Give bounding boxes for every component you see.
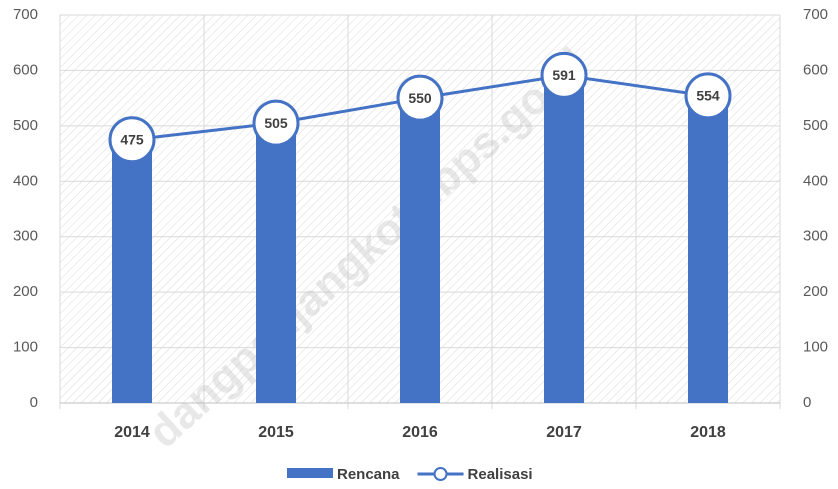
data-label: 591 <box>552 67 576 83</box>
y-tick-label: 300 <box>13 228 38 245</box>
y2-tick-label: 400 <box>803 172 828 189</box>
y-tick-label: 200 <box>13 283 38 300</box>
y2-tick-label: 100 <box>803 339 828 356</box>
bar <box>400 103 440 403</box>
marker <box>108 116 156 164</box>
data-label: 554 <box>696 88 720 104</box>
legend-label: Realisasi <box>468 466 533 483</box>
bar <box>256 128 296 403</box>
y-tick-label: 400 <box>13 172 38 189</box>
bar <box>688 100 728 404</box>
marker <box>540 51 588 99</box>
y2-tick-label: 0 <box>803 394 811 411</box>
y2-tick-label: 200 <box>803 283 828 300</box>
legend-swatch <box>433 467 448 481</box>
data-label: 550 <box>408 90 432 106</box>
data-label: 475 <box>120 131 144 147</box>
x-tick-label: 2014 <box>114 424 150 441</box>
marker <box>252 99 300 147</box>
y2-tick-label: 600 <box>803 61 828 78</box>
y2-tick-label: 300 <box>803 228 828 245</box>
y-tick-label: 0 <box>30 394 38 411</box>
y-tick-label: 100 <box>13 339 38 356</box>
bar <box>112 148 152 403</box>
legend-swatch <box>287 468 333 478</box>
data-label: 505 <box>264 115 288 131</box>
marker <box>684 72 732 120</box>
y2-tick-label: 700 <box>803 6 828 23</box>
marker <box>396 74 444 122</box>
bar <box>544 81 584 403</box>
y-tick-label: 700 <box>13 6 38 23</box>
legend-label: Rencana <box>337 466 400 483</box>
x-tick-label: 2016 <box>402 424 438 441</box>
y-tick-label: 500 <box>13 117 38 134</box>
x-tick-label: 2018 <box>690 424 726 441</box>
y-tick-label: 600 <box>13 61 38 78</box>
x-tick-label: 2015 <box>258 424 294 441</box>
y2-tick-label: 500 <box>803 117 828 134</box>
x-tick-label: 2017 <box>546 424 582 441</box>
